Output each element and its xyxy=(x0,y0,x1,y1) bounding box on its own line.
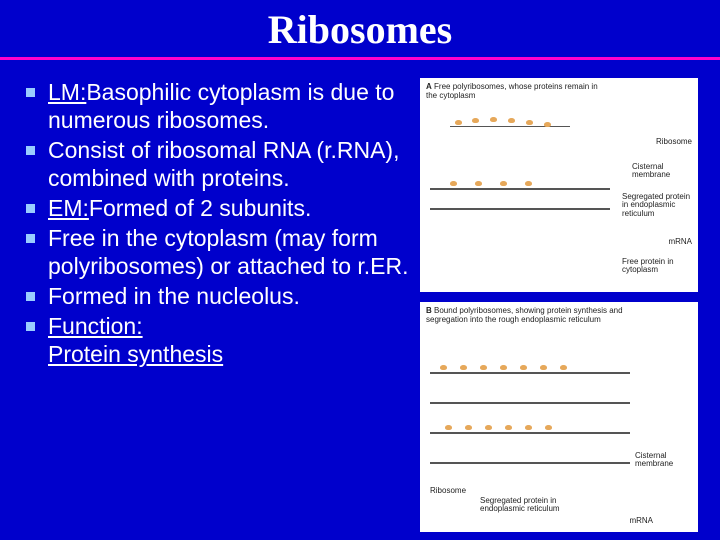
figure-a-label-cisternal: Cisternal membrane xyxy=(632,163,692,180)
figure-a-label-mrna: mRNA xyxy=(668,238,692,246)
figure-a-caption-text: Free polyribosomes, whose proteins remai… xyxy=(426,82,598,100)
bullet-item: LM:Basophilic cytoplasm is due to numero… xyxy=(26,78,414,134)
bullet-prefix: LM: xyxy=(48,79,86,105)
figure-b: B Bound polyribosomes, showing protein s… xyxy=(420,302,698,532)
bullet-prefix: EM: xyxy=(48,195,89,221)
figure-b-label-mrna: mRNA xyxy=(629,517,653,525)
figure-b-caption-bold: B xyxy=(426,306,432,315)
content-row: LM:Basophilic cytoplasm is due to numero… xyxy=(0,60,720,532)
bullet-item: Formed in the nucleolus. xyxy=(26,282,414,310)
bullet-item: Function: Protein synthesis xyxy=(26,312,414,368)
bullet-text: Free in the cytoplasm (may form polyribo… xyxy=(48,225,409,279)
figure-a-label-ribosome: Ribosome xyxy=(656,138,692,146)
figure-b-label-ribosome: Ribosome xyxy=(430,487,466,495)
figure-a: A Free polyribosomes, whose proteins rem… xyxy=(420,78,698,292)
slide-title: Ribosomes xyxy=(268,6,452,53)
bullet-text: Consist of ribosomal RNA (r.RNA), combin… xyxy=(48,137,399,191)
bullet-item: Free in the cytoplasm (may form polyribo… xyxy=(26,224,414,280)
bullet-item: EM:Formed of 2 subunits. xyxy=(26,194,414,222)
figure-a-caption-bold: A xyxy=(426,82,432,91)
figure-b-caption-text: Bound polyribosomes, showing protein syn… xyxy=(426,306,623,324)
bullet-text: Formed of 2 subunits. xyxy=(89,195,311,221)
figure-a-label-segregated: Segregated protein in endoplasmic reticu… xyxy=(622,193,692,218)
bullet-list: LM:Basophilic cytoplasm is due to numero… xyxy=(8,78,414,532)
bullet-text: Basophilic cytoplasm is due to numerous … xyxy=(48,79,394,133)
figure-b-caption: B Bound polyribosomes, showing protein s… xyxy=(426,306,626,324)
figure-b-label-segregated: Segregated protein in endoplasmic reticu… xyxy=(480,497,560,514)
figure-column: A Free polyribosomes, whose proteins rem… xyxy=(420,78,700,532)
slide: Ribosomes LM:Basophilic cytoplasm is due… xyxy=(0,0,720,540)
figure-a-label-freeprotein: Free protein in cytoplasm xyxy=(622,258,692,275)
bullet-text-line2: Protein synthesis xyxy=(48,341,223,367)
bullet-prefix: Function: xyxy=(48,313,143,339)
figure-a-caption: A Free polyribosomes, whose proteins rem… xyxy=(426,82,606,100)
bullet-item: Consist of ribosomal RNA (r.RNA), combin… xyxy=(26,136,414,192)
title-block: Ribosomes xyxy=(0,0,720,60)
figure-b-label-cisternal: Cisternal membrane xyxy=(635,452,690,469)
bullet-text: Formed in the nucleolus. xyxy=(48,283,300,309)
